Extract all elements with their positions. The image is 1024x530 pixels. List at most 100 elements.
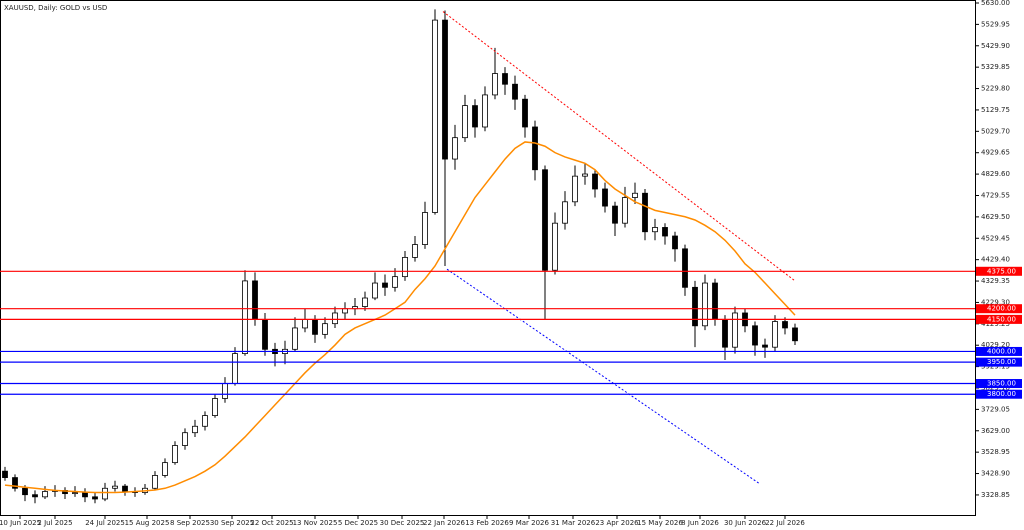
candle-body — [472, 105, 478, 128]
x-tick-label: 30 Jun 2026 — [724, 519, 767, 527]
candle-body — [572, 175, 578, 203]
candle-body — [612, 205, 618, 224]
y-tick-label: 4529.45 — [981, 234, 1010, 242]
y-tick-label: 4829.60 — [981, 170, 1010, 178]
candle-body — [332, 312, 338, 325]
candle-body — [662, 227, 668, 237]
candle-body — [642, 192, 648, 233]
candle-body — [372, 282, 378, 299]
x-tick-label: 30 Sep 2025 — [210, 519, 254, 527]
y-tick-label: 5429.90 — [981, 42, 1010, 50]
candle-body — [212, 398, 218, 416]
level-label: 3850.00 — [987, 380, 1016, 388]
candle-body — [512, 83, 518, 100]
candle-body — [552, 222, 558, 271]
candle-body — [262, 318, 268, 350]
x-tick-label: 30 Dec 2025 — [380, 519, 425, 527]
candle-body — [102, 487, 108, 500]
candle-body — [502, 73, 508, 85]
candle-body — [412, 244, 418, 258]
y-tick-label: 4629.50 — [981, 213, 1010, 221]
candle-body — [532, 126, 538, 171]
candle-body — [432, 19, 438, 213]
candle-body — [692, 286, 698, 327]
candle-body — [482, 94, 488, 128]
candle-body — [232, 353, 238, 384]
x-tick-label: 22 Oct 2025 — [250, 519, 293, 527]
candle-body — [622, 197, 628, 224]
y-tick-label: 4429.40 — [981, 256, 1010, 264]
candle-body — [302, 318, 308, 329]
level-label-box — [976, 346, 1022, 356]
level-label: 4000.00 — [987, 347, 1016, 355]
y-tick-label: 5229.80 — [981, 85, 1010, 93]
candle-body — [92, 496, 98, 500]
y-tick-label: 4229.30 — [981, 298, 1010, 306]
x-tick-label: 5 Dec 2025 — [338, 519, 378, 527]
candle-body — [702, 282, 708, 327]
candle-body — [712, 282, 718, 320]
candle-body — [312, 318, 318, 335]
candle-body — [172, 445, 178, 464]
x-tick-label: 15 May 2026 — [637, 519, 683, 527]
candle-body — [442, 19, 448, 160]
candle-body — [222, 383, 228, 399]
candle-body — [192, 425, 198, 434]
candle-body — [522, 98, 528, 128]
candle-body — [452, 137, 458, 160]
level-label-box — [976, 389, 1022, 399]
level-label-box — [976, 304, 1022, 314]
candle-body — [112, 485, 118, 489]
candle-body — [202, 415, 208, 427]
x-tick-label: 9 Mar 2026 — [509, 519, 549, 527]
y-tick-label: 5029.70 — [981, 127, 1010, 135]
candle-body — [382, 282, 388, 288]
candle-body — [672, 235, 678, 250]
candle-body — [402, 256, 408, 278]
x-tick-label: 22 Jul 2026 — [765, 519, 805, 527]
y-tick-label: 3428.90 — [981, 470, 1010, 478]
candle-body — [162, 462, 168, 476]
x-tick-label: 8 Jun 2026 — [681, 519, 719, 527]
y-tick-label: 4929.65 — [981, 149, 1010, 157]
candle-body — [762, 344, 768, 348]
candle-body — [392, 276, 398, 288]
candle-body — [362, 297, 368, 307]
candle-body — [342, 308, 348, 314]
trendline — [442, 11, 796, 282]
y-tick-label: 5529.95 — [981, 20, 1010, 28]
y-tick-label: 4029.20 — [981, 341, 1010, 349]
level-label: 4200.00 — [987, 305, 1016, 313]
x-tick-label: 31 Mar 2026 — [551, 519, 596, 527]
candle-body — [562, 201, 568, 224]
x-tick-label: 15 Aug 2025 — [125, 519, 170, 527]
candle-body — [2, 470, 8, 478]
candle-body — [82, 492, 88, 498]
level-label-box — [976, 379, 1022, 389]
y-tick-label: 5630.00 — [981, 0, 1010, 7]
level-label: 3800.00 — [987, 390, 1016, 398]
y-tick-label: 3729.05 — [981, 405, 1010, 413]
candle-body — [592, 173, 598, 190]
candle-body — [732, 312, 738, 348]
candle-body — [32, 494, 38, 498]
level-label: 4150.00 — [987, 315, 1016, 323]
level-label-box — [976, 314, 1022, 324]
candle-body — [242, 280, 248, 354]
candle-body — [12, 477, 18, 489]
candle-body — [542, 169, 548, 271]
candle-body — [582, 173, 588, 177]
x-tick-label: 13 Nov 2025 — [293, 519, 338, 527]
candle-body — [602, 188, 608, 207]
x-tick-label: 13 Feb 2026 — [465, 519, 509, 527]
plot-frame — [0, 0, 976, 516]
x-tick-label: 24 Jul 2025 — [85, 519, 125, 527]
candle-body — [722, 318, 728, 348]
candle-body — [792, 327, 798, 342]
level-label-box — [976, 266, 1022, 276]
x-tick-label: 22 Jan 2026 — [423, 519, 466, 527]
candle-body — [652, 227, 658, 233]
x-tick-label: 10 Jun 2025 — [0, 519, 41, 527]
candle-body — [782, 321, 788, 329]
